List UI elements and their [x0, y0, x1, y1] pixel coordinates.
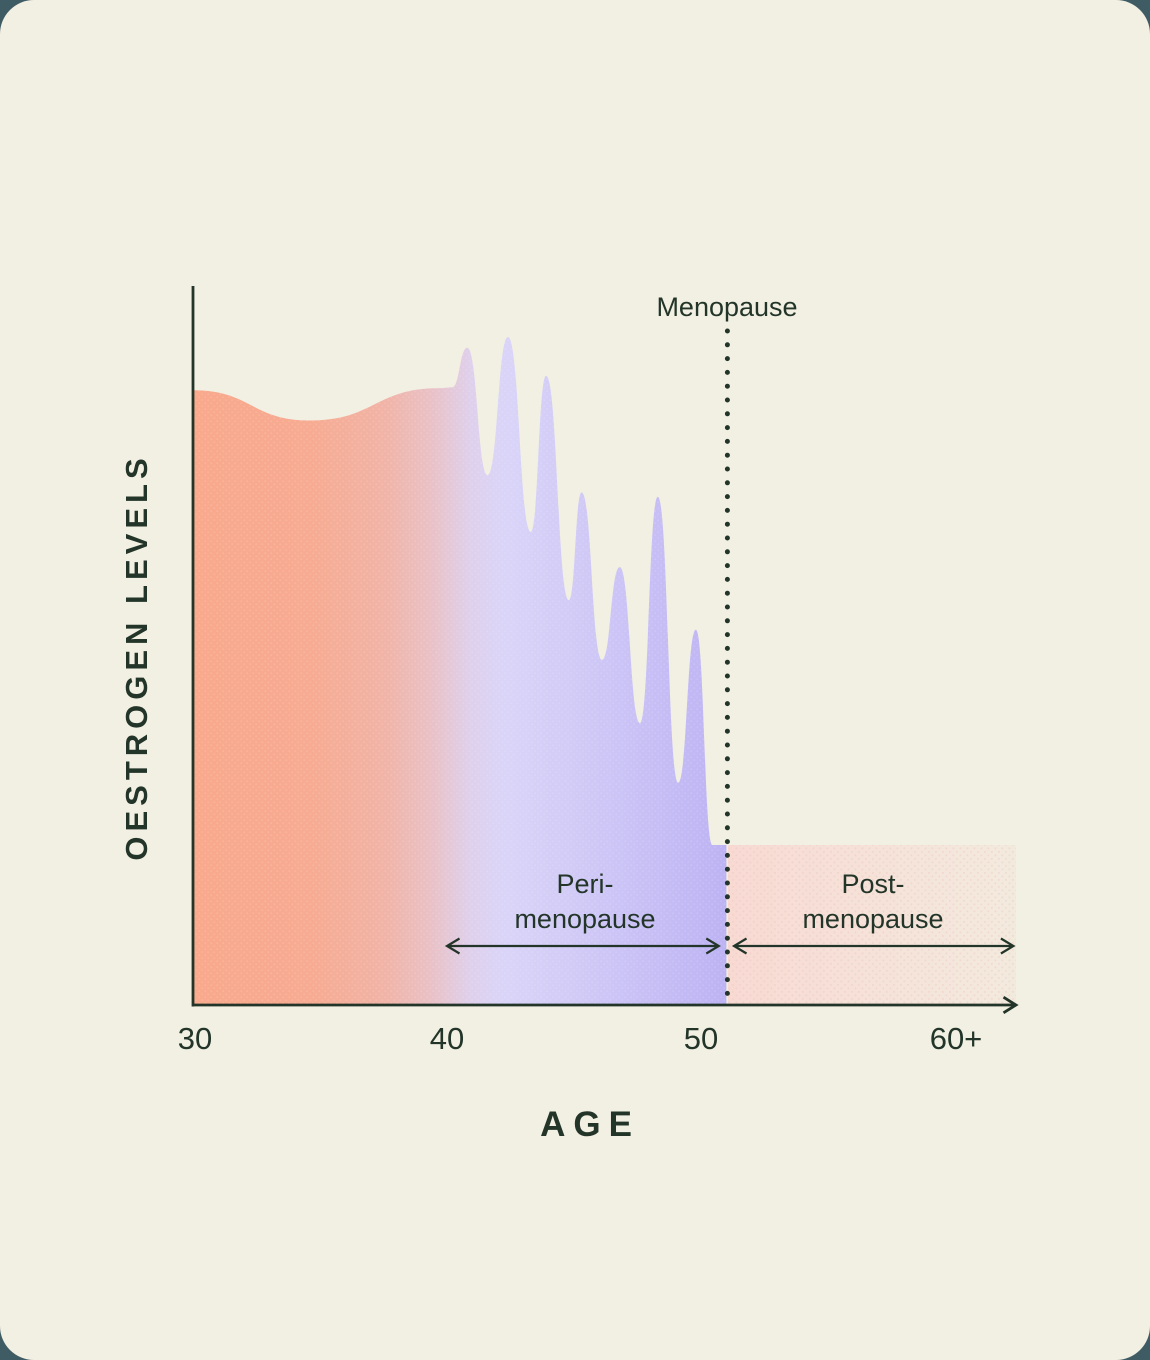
peri-menopause-span-arrow: [444, 937, 721, 955]
x-tick-30: 30: [178, 1021, 212, 1056]
post-menopause-span-arrow: [731, 937, 1016, 955]
x-axis-line-with-arrow: [193, 996, 1019, 1014]
post-menopause-label-line1: Post-: [841, 869, 904, 899]
peri-menopause-label-line1: Peri-: [556, 869, 613, 899]
peri-menopause-label-line2: menopause: [514, 904, 655, 934]
x-tick-40: 40: [430, 1021, 464, 1056]
oestrogen-curve-texture: [193, 337, 727, 1005]
x-tick-60plus: 60+: [930, 1021, 983, 1056]
x-tick-50: 50: [684, 1021, 718, 1056]
x-axis-title: AGE: [540, 1105, 640, 1144]
post-menopause-region-texture: [727, 845, 1016, 1005]
y-axis-title: OESTROGEN LEVELS: [119, 453, 154, 860]
post-menopause-label-line2: menopause: [802, 904, 943, 934]
menopause-label: Menopause: [656, 292, 797, 322]
